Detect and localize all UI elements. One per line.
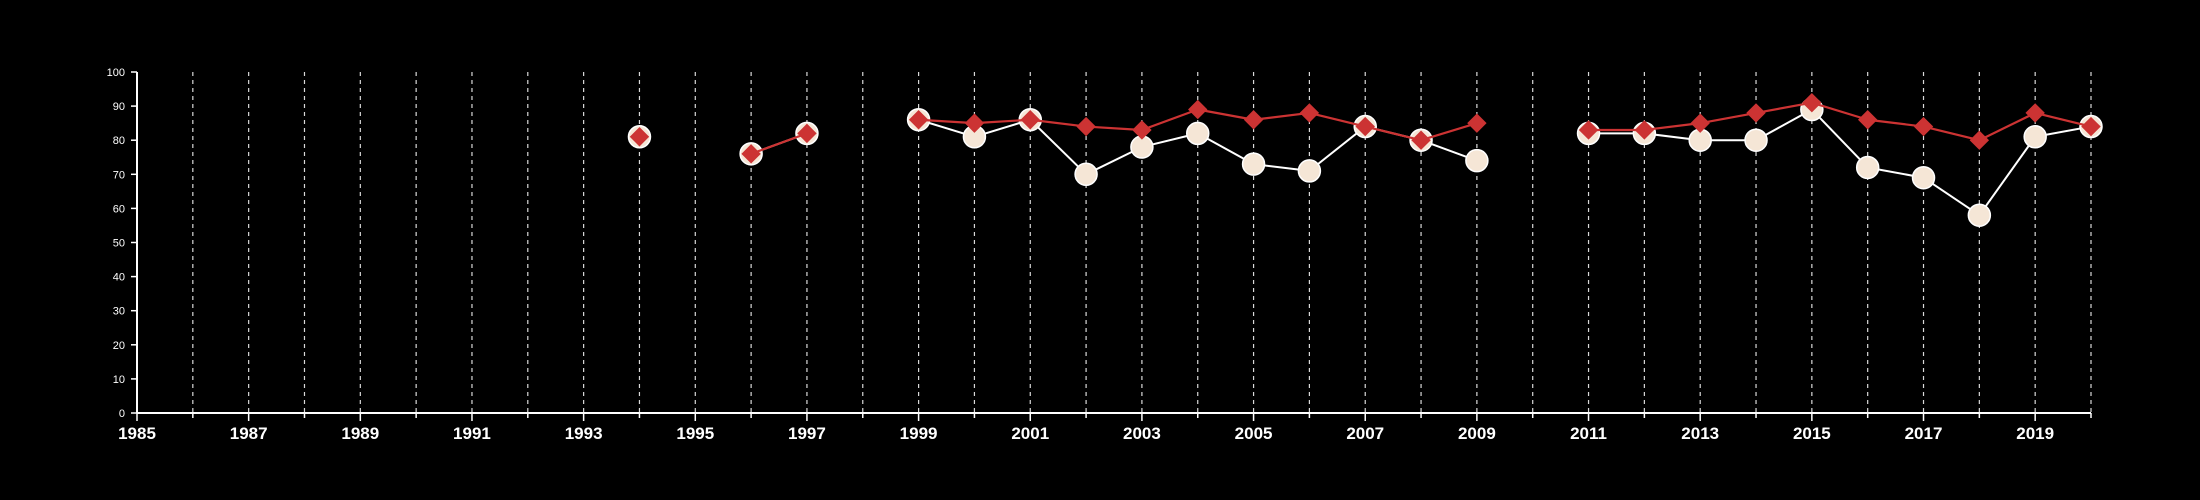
series-a-point bbox=[1297, 159, 1322, 183]
series-b-point bbox=[1467, 113, 1487, 133]
series-b-point bbox=[964, 113, 985, 133]
y-tick-label: 50 bbox=[113, 238, 125, 250]
series-b-point bbox=[1020, 110, 1040, 130]
x-tick-label: 2011 bbox=[1570, 424, 1607, 443]
series-a-line bbox=[1588, 108, 2092, 217]
x-tick-label: 2003 bbox=[1123, 424, 1161, 443]
series-b-point bbox=[1299, 103, 1320, 123]
series-a bbox=[627, 97, 2103, 227]
series-b-point bbox=[741, 144, 761, 164]
series-b-point bbox=[2025, 103, 2045, 123]
series-b-point bbox=[1076, 116, 1096, 137]
series-b-line bbox=[1588, 101, 2092, 142]
y-tick-label: 0 bbox=[119, 408, 125, 420]
series-layer bbox=[627, 92, 2103, 227]
series-b-point bbox=[1913, 116, 1934, 137]
series-a-point bbox=[1241, 152, 1266, 176]
series-b-point bbox=[1355, 116, 1375, 137]
series-b-line bbox=[750, 132, 808, 155]
axes: 0 10 20 30 40 50 60 70 80 90 100 1985 1987 1989 1991 19… bbox=[107, 67, 2092, 443]
series-b-point bbox=[908, 110, 929, 130]
x-tick-label: 1993 bbox=[565, 424, 603, 443]
y-tick-label: 90 bbox=[113, 101, 125, 113]
series-a-point bbox=[1967, 203, 1992, 227]
y-tick-label: 30 bbox=[113, 306, 125, 318]
x-tick-label: 1985 bbox=[118, 424, 156, 443]
series-a-point bbox=[2023, 125, 2047, 149]
series-b-point bbox=[797, 123, 817, 144]
series-b-point bbox=[1746, 103, 1766, 123]
series-a-point bbox=[1465, 148, 1489, 173]
x-tick-label: 2001 bbox=[1011, 424, 1049, 443]
series-a-point bbox=[1911, 165, 1936, 190]
series-b-point bbox=[1634, 120, 1655, 140]
x-tick-label: 2019 bbox=[2016, 424, 2054, 443]
series-b-point bbox=[1411, 130, 1431, 150]
x-tick-label: 2015 bbox=[1793, 424, 1831, 443]
series-a-point bbox=[1855, 155, 1880, 180]
series-b-point bbox=[1802, 92, 1822, 113]
x-tick-label: 1999 bbox=[900, 424, 938, 443]
series-b bbox=[629, 92, 2101, 164]
series-b-point bbox=[1969, 130, 1990, 150]
y-tick-label: 60 bbox=[113, 203, 125, 215]
y-tick-label: 70 bbox=[113, 169, 125, 181]
series-b-point bbox=[1132, 120, 1152, 140]
series-b-point bbox=[629, 127, 650, 147]
y-tick-label: 80 bbox=[113, 135, 125, 147]
series-b-point bbox=[2081, 116, 2101, 137]
series-a-point bbox=[1074, 162, 1098, 187]
series-b-point bbox=[1578, 120, 1599, 140]
series-b-point bbox=[1243, 110, 1264, 130]
series-a-point bbox=[1744, 128, 1768, 152]
y-tick-label: 100 bbox=[107, 67, 125, 79]
x-tick-label: 1995 bbox=[676, 424, 714, 443]
x-tick-label: 1989 bbox=[341, 424, 379, 443]
x-tick-label: 1991 bbox=[453, 424, 491, 443]
series-b-point bbox=[1690, 113, 1710, 133]
x-tick-label: 2005 bbox=[1235, 424, 1273, 443]
y-tick-label: 10 bbox=[113, 374, 125, 386]
series-b-point bbox=[1188, 99, 1208, 120]
series-a-point bbox=[1185, 121, 1210, 146]
x-tick-label: 1987 bbox=[230, 424, 268, 443]
y-tick-label: 20 bbox=[113, 340, 125, 352]
x-tick-label: 1997 bbox=[788, 424, 826, 443]
x-tick-label: 2009 bbox=[1458, 424, 1496, 443]
y-tick-label: 40 bbox=[113, 272, 125, 284]
series-b-point bbox=[1857, 110, 1878, 130]
x-tick-label: 2007 bbox=[1346, 424, 1384, 443]
x-tick-label: 2013 bbox=[1681, 424, 1719, 443]
x-tick-label: 2017 bbox=[1905, 424, 1943, 443]
